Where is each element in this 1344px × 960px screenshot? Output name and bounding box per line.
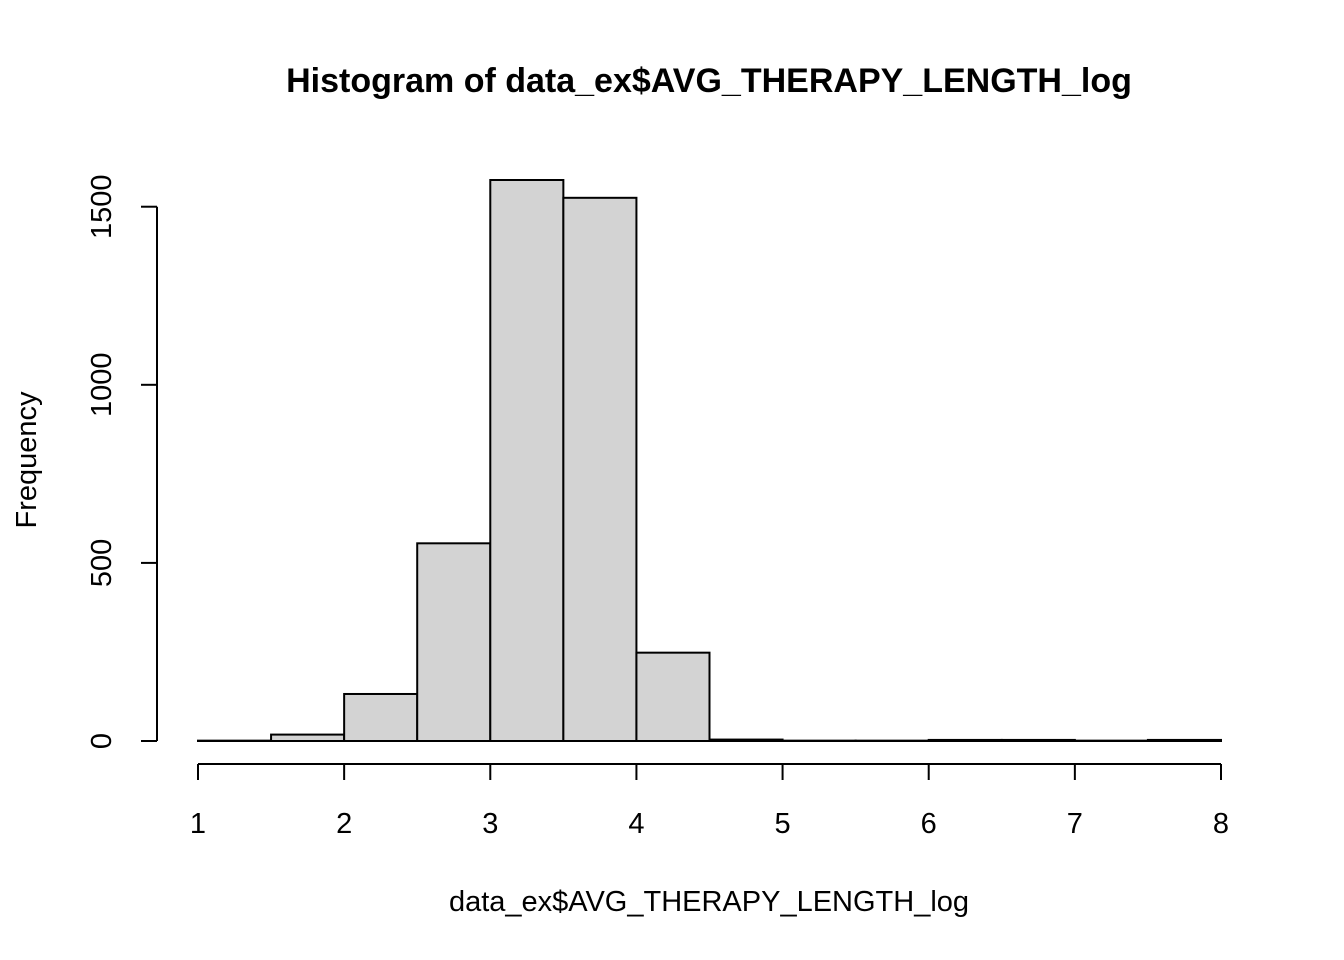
x-tick-label: 4 (628, 808, 644, 840)
bars-group (197, 179, 1223, 743)
x-tick-label: 8 (1213, 808, 1229, 840)
y-axis-label: Frequency (11, 391, 43, 529)
y-tick-label: 1500 (86, 174, 118, 239)
histogram-bar-10 (927, 738, 1003, 743)
y-tick-label: 500 (86, 539, 118, 587)
x-tick-label: 5 (775, 808, 791, 840)
histogram-bar-11 (1000, 738, 1076, 743)
histogram-bar-1 (270, 733, 346, 742)
histogram-bar-4 (489, 179, 565, 742)
x-axis: 1 2 3 4 5 6 7 8 (190, 763, 1229, 840)
histogram-bar-5 (562, 196, 638, 743)
y-tick-label: 0 (86, 733, 118, 749)
chart-title: Histogram of data_ex$AVG_THERAPY_LENGTH_… (286, 62, 1132, 100)
histogram-bar-3 (416, 542, 492, 742)
x-tick-label: 6 (921, 808, 937, 840)
y-axis: 0 500 1000 1500 (86, 174, 158, 749)
x-tick-label: 1 (190, 808, 206, 840)
histogram-bar-7 (708, 738, 784, 743)
x-tick-label: 2 (336, 808, 352, 840)
histogram-bar-2 (343, 692, 419, 742)
x-tick-label: 7 (1067, 808, 1083, 840)
y-tick-label: 1000 (86, 353, 118, 418)
histogram-bar-6 (635, 651, 711, 742)
x-axis-label: data_ex$AVG_THERAPY_LENGTH_log (449, 886, 969, 918)
x-tick-label: 3 (482, 808, 498, 840)
histogram-bar-13 (1146, 738, 1223, 743)
